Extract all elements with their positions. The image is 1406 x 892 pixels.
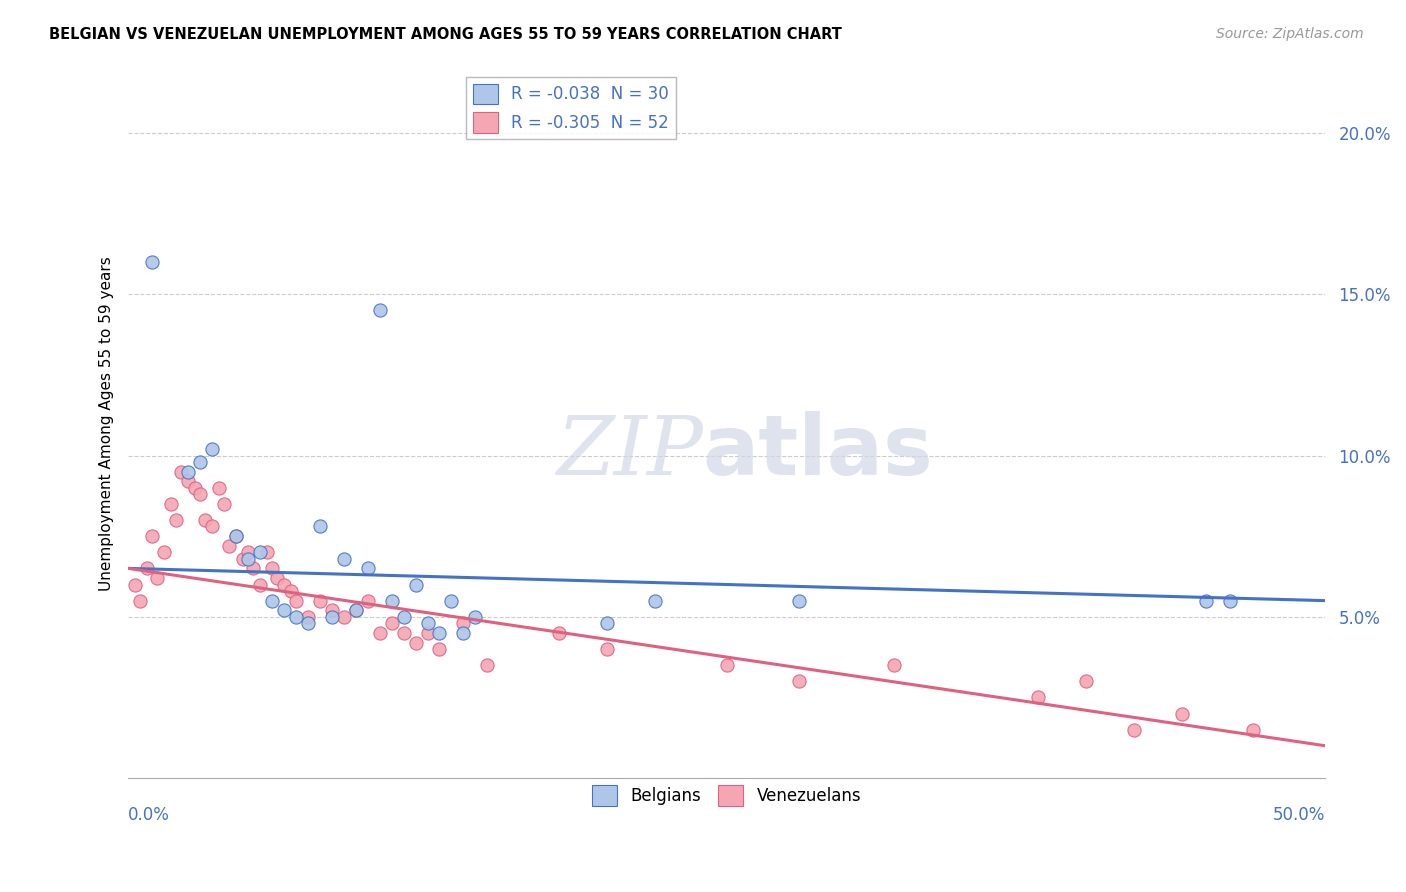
Point	[716, 658, 738, 673]
Point	[368, 626, 391, 640]
Point	[548, 626, 571, 640]
Point	[225, 529, 247, 543]
Point	[177, 465, 200, 479]
Point	[392, 609, 415, 624]
Point	[160, 497, 183, 511]
Text: BELGIAN VS VENEZUELAN UNEMPLOYMENT AMONG AGES 55 TO 59 YEARS CORRELATION CHART: BELGIAN VS VENEZUELAN UNEMPLOYMENT AMONG…	[49, 27, 842, 42]
Point	[321, 603, 343, 617]
Text: 0.0%: 0.0%	[128, 806, 170, 824]
Point	[242, 561, 264, 575]
Point	[644, 593, 666, 607]
Legend: Belgians, Venezuelans: Belgians, Venezuelans	[586, 779, 868, 813]
Point	[256, 545, 278, 559]
Point	[405, 577, 427, 591]
Point	[266, 571, 288, 585]
Point	[368, 303, 391, 318]
Point	[273, 577, 295, 591]
Point	[236, 551, 259, 566]
Point	[356, 561, 378, 575]
Point	[260, 561, 283, 575]
Point	[136, 561, 159, 575]
Point	[596, 642, 619, 657]
Point	[1243, 723, 1265, 737]
Point	[332, 551, 354, 566]
Text: Source: ZipAtlas.com: Source: ZipAtlas.com	[1216, 27, 1364, 41]
Point	[273, 603, 295, 617]
Point	[596, 616, 619, 631]
Point	[153, 545, 176, 559]
Point	[194, 513, 217, 527]
Point	[381, 593, 404, 607]
Point	[453, 616, 475, 631]
Point	[392, 626, 415, 640]
Point	[308, 519, 330, 533]
Point	[1026, 690, 1049, 705]
Point	[177, 475, 200, 489]
Point	[344, 603, 367, 617]
Point	[249, 577, 271, 591]
Point	[1194, 593, 1216, 607]
Point	[1218, 593, 1240, 607]
Point	[429, 626, 451, 640]
Text: ZIP: ZIP	[555, 411, 703, 491]
Point	[280, 584, 302, 599]
Point	[201, 519, 224, 533]
Point	[260, 593, 283, 607]
Point	[332, 609, 354, 624]
Point	[297, 616, 319, 631]
Point	[787, 674, 810, 689]
Point	[124, 577, 146, 591]
Point	[416, 626, 439, 640]
Point	[344, 603, 367, 617]
Point	[208, 481, 231, 495]
Point	[188, 455, 211, 469]
Point	[308, 593, 330, 607]
Point	[297, 609, 319, 624]
Point	[165, 513, 187, 527]
Point	[429, 642, 451, 657]
Point	[212, 497, 235, 511]
Point	[201, 442, 224, 456]
Point	[464, 609, 486, 624]
Point	[218, 539, 240, 553]
Point	[284, 593, 307, 607]
Point	[129, 593, 152, 607]
Point	[787, 593, 810, 607]
Point	[477, 658, 499, 673]
Text: 50.0%: 50.0%	[1272, 806, 1326, 824]
Point	[236, 545, 259, 559]
Text: atlas: atlas	[703, 411, 934, 492]
Point	[405, 635, 427, 649]
Point	[883, 658, 905, 673]
Point	[146, 571, 169, 585]
Point	[1074, 674, 1097, 689]
Point	[225, 529, 247, 543]
Point	[249, 545, 271, 559]
Point	[1122, 723, 1144, 737]
Point	[356, 593, 378, 607]
Point	[381, 616, 404, 631]
Point	[141, 529, 163, 543]
Point	[416, 616, 439, 631]
Point	[170, 465, 193, 479]
Point	[232, 551, 254, 566]
Point	[440, 593, 463, 607]
Point	[453, 626, 475, 640]
Point	[184, 481, 207, 495]
Point	[284, 609, 307, 624]
Point	[1170, 706, 1192, 721]
Point	[321, 609, 343, 624]
Y-axis label: Unemployment Among Ages 55 to 59 years: Unemployment Among Ages 55 to 59 years	[100, 256, 114, 591]
Point	[188, 487, 211, 501]
Point	[141, 255, 163, 269]
